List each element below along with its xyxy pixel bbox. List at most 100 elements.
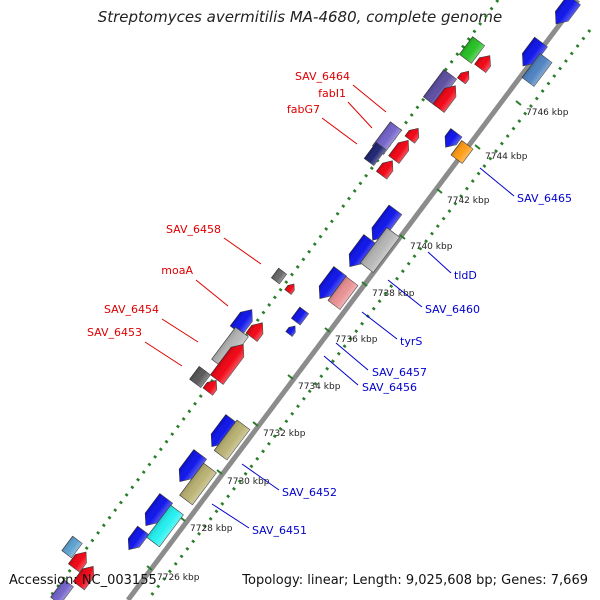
gene-khaki-b	[179, 462, 217, 506]
tick-mark	[252, 421, 259, 427]
gene-red-tiny-gloss	[457, 71, 470, 84]
gene-tyrS	[327, 276, 359, 310]
tick-label: 7742 kbp	[447, 196, 490, 206]
genome-backbone	[126, 0, 580, 600]
gene-khaki-b-gloss	[179, 463, 217, 505]
tick-mark	[287, 374, 294, 380]
gene-SAV_6460-gloss	[360, 227, 400, 273]
gene-green	[458, 36, 486, 64]
gene-red-h-gloss	[73, 566, 94, 590]
gene-SAV_6460	[359, 227, 401, 273]
gene-red-c-gloss	[376, 160, 393, 180]
gene-green-gloss	[459, 36, 485, 64]
gene-SAV_6464-gloss	[423, 69, 457, 107]
gene-red-h	[72, 566, 95, 591]
gene-label-tldD: tldD	[454, 269, 477, 282]
leader-line	[211, 503, 250, 529]
gene-SAV_6465-up-gloss	[522, 37, 548, 67]
gene-blue-s-gloss	[445, 128, 462, 148]
gene-blue-a-gloss	[211, 414, 239, 447]
gene-SAV_6452-gloss	[214, 419, 250, 461]
gene-moaA-small	[284, 283, 295, 295]
gene-SAV_6453-gloss	[189, 366, 211, 388]
gene-blue-b-gloss	[179, 449, 207, 482]
leader-line	[223, 237, 262, 265]
accession-text: Accession: NC_003155	[9, 573, 157, 588]
leader-line	[321, 117, 358, 145]
gene-SAV_6451-gloss	[146, 505, 184, 547]
tick-label: 7736 kbp	[335, 335, 378, 345]
gene-tiny-blue-gloss	[285, 325, 296, 337]
gene-label-SAV_6457: SAV_6457	[372, 366, 427, 379]
gene-label-SAV_6464: SAV_6464	[295, 70, 350, 83]
leader-line	[347, 101, 373, 129]
tick-mark	[436, 188, 443, 194]
gene-red-b	[404, 128, 420, 144]
leader-line	[161, 318, 199, 343]
gene-label-moaA: moaA	[161, 264, 193, 277]
gene-label-SAV_6456: SAV_6456	[362, 381, 417, 394]
gene-SAV_6451	[146, 504, 184, 548]
gene-blue-s	[444, 128, 463, 148]
gene-red-d	[245, 322, 264, 342]
gene-label-SAV_6452: SAV_6452	[282, 486, 337, 499]
gene-red-g-gloss	[68, 551, 87, 573]
gene-blue-d-gloss	[128, 526, 149, 550]
gene-dark	[363, 141, 387, 167]
tick-label: 7726 kbp	[157, 573, 200, 583]
gene-label-fabI1: fabI1	[318, 87, 346, 100]
tick-label: 7738 kbp	[372, 289, 415, 299]
leader-line	[352, 84, 387, 113]
gene-red-a-gloss	[388, 140, 409, 164]
tick-mark	[216, 469, 223, 475]
gene-tldD-gloss	[371, 204, 402, 241]
gene-red-b-gloss	[405, 128, 419, 144]
gene-label-tyrS: tyrS	[400, 335, 422, 348]
gene-SAV_6465	[450, 140, 474, 164]
leader-line	[241, 463, 280, 491]
gene-red-g	[67, 551, 87, 573]
leader-line	[144, 341, 183, 367]
gene-small-blue-gloss	[291, 307, 309, 325]
tick-label: 7730 kbp	[227, 477, 270, 487]
gene-red-tiny	[456, 70, 470, 85]
leader-line	[335, 342, 369, 371]
tick-label: 7740 kbp	[410, 242, 453, 252]
gene-purple-bottom	[50, 579, 74, 600]
gene-lightblue-gloss	[61, 536, 83, 558]
tick-mark	[474, 144, 481, 150]
tick-label: 7728 kbp	[190, 524, 233, 534]
gene-dark-gloss	[364, 142, 386, 166]
gene-blue-t-gloss	[349, 234, 377, 267]
gene-red-f	[202, 380, 218, 396]
gene-blue-top	[555, 0, 581, 25]
gene-label-SAV_6451: SAV_6451	[252, 524, 307, 537]
tick-mark	[515, 100, 522, 106]
gene-red-e-gloss	[210, 344, 244, 385]
leader-line	[479, 167, 515, 197]
lower-tick-line	[148, 29, 592, 598]
gene-steelblue-gloss	[522, 53, 552, 87]
gene-blue-top-gloss	[555, 0, 581, 25]
gene-red-small-gloss	[474, 55, 491, 73]
gene-label-SAV_6460: SAV_6460	[425, 303, 480, 316]
gene-fabI1	[432, 85, 457, 113]
gene-tyrS-gloss	[328, 276, 358, 310]
gene-blue-u-gloss	[319, 266, 347, 299]
tick-label: 7732 kbp	[263, 429, 306, 439]
gene-SAV_6458-gloss	[271, 268, 287, 284]
upper-tick-line	[48, 0, 500, 598]
gene-lightblue	[61, 535, 83, 559]
gene-red-f-gloss	[203, 380, 217, 396]
gene-red-small	[474, 55, 491, 74]
gene-label-SAV_6453: SAV_6453	[87, 326, 142, 339]
topology-text: Topology: linear; Length: 9,025,608 bp; …	[242, 573, 588, 588]
leader-line	[427, 251, 452, 274]
map-title: Streptomyces avermitilis MA-4680, comple…	[97, 8, 503, 26]
gene-SAV_6453	[189, 365, 211, 389]
gene-red-a	[388, 140, 410, 164]
gene-blue-c-gloss	[145, 493, 173, 526]
gene-moaA-small-gloss	[284, 283, 295, 295]
